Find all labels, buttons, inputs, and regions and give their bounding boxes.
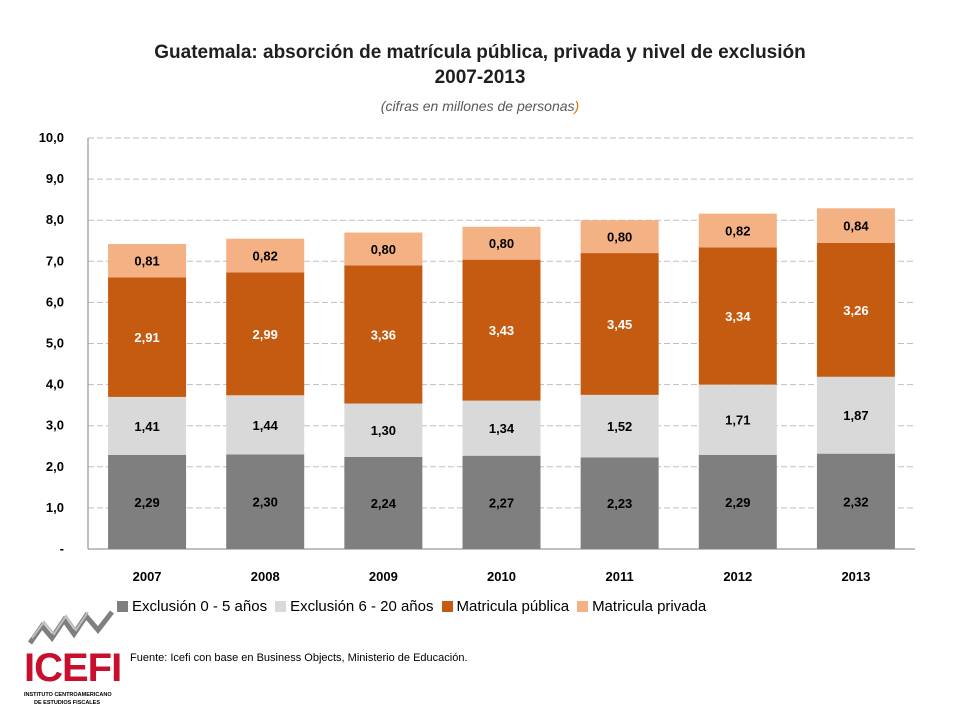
bar-segment [108,454,187,549]
bar-segment [344,403,423,457]
bar-segment [108,396,187,455]
bar-segment [344,456,423,549]
bar-segment [226,272,305,396]
chart-title-years: 2007-2013 [434,67,526,88]
icefi-logo [27,610,114,645]
data-label: 1,44 [253,418,279,433]
x-tick-label: 2007 [133,569,162,584]
bar-segment [580,220,659,254]
legend-swatch [441,601,453,612]
x-tick-label: 2011 [606,569,634,584]
chart-legend: Exclusión 0 - 5 años Exclusión 6 - 20 año… [117,598,714,615]
data-label: 1,30 [371,423,396,438]
legend-item: Exclusión 6 - 20 años [275,598,434,615]
logo-wordmark: ICEFI [24,646,122,690]
data-label: 1,41 [134,419,159,434]
bar-segment [108,277,187,397]
data-label: 2,23 [607,496,632,511]
data-label: 0,80 [371,242,396,257]
legend-swatch [275,601,287,612]
bar-segment [462,226,541,260]
data-label: 2,32 [843,494,868,509]
y-tick-label: 6,0 [46,294,64,309]
y-tick-label: - [60,541,64,556]
legend-item: Exclusión 0 - 5 años [117,598,267,615]
data-label: 1,87 [843,408,868,423]
legend-item: Matricula pública [441,598,570,615]
chart-title: Guatemala: absorción de matrícula públic… [154,42,806,63]
y-tick-label: 2,0 [46,459,64,474]
data-label: 0,82 [725,223,750,238]
chart-subtitle-text: cifras en millones de personas [385,98,575,114]
bar-segment [344,265,423,404]
data-label: 0,81 [134,254,159,269]
y-tick-label: 9,0 [46,171,64,186]
data-label: 1,71 [725,413,750,428]
x-tick-label: 2013 [841,569,870,584]
bar-segment [816,208,895,243]
x-tick-label: 2010 [487,569,516,584]
legend-item: Matricula privada [577,598,706,615]
bar-segment [698,384,777,455]
bar-segment [698,454,777,549]
x-tick-label: 2012 [723,569,752,584]
logo-subtitle-line2: DE ESTUDIOS FISCALES [34,700,101,706]
x-tick-label: 2009 [369,569,398,584]
data-label: 2,29 [725,495,750,510]
chart-subtitle: (cifras en millones de personas) [380,98,580,114]
data-label: 1,34 [489,421,515,436]
data-label: 2,99 [253,327,278,342]
y-tick-label: 7,0 [46,253,64,268]
data-label: 3,36 [371,327,396,342]
legend-label: Matricula privada [592,598,707,615]
data-label: 0,80 [489,236,514,251]
data-label: 2,91 [134,330,159,345]
source-note: Fuente: Icefi con base en Business Objec… [130,652,468,664]
data-label: 0,80 [607,230,632,245]
bar-segment [462,455,541,549]
bar-segment [226,395,305,455]
legend-swatch [117,601,128,612]
data-label: 3,43 [489,323,514,338]
bar-segment [698,213,777,248]
y-tick-label: 10,0 [39,130,64,145]
data-label: 2,29 [134,495,159,510]
x-tick-label: 2008 [251,569,280,584]
data-label: 2,27 [489,495,514,510]
data-label: 3,45 [607,317,632,332]
y-tick-label: 8,0 [46,212,64,227]
logo-subtitle-line1: INSTITUTO CENTROAMERICANO [24,692,112,698]
bar-segment [226,238,305,273]
data-label: 3,34 [725,309,751,324]
bar-segment [344,232,423,266]
bar-segment [698,247,777,385]
bar-segment [580,457,659,549]
bar-segment [580,394,659,458]
bar-segment [462,259,541,401]
bar-segment [462,400,541,456]
legend-label: Exclusión 0 - 5 años [132,598,268,615]
bar-segment [816,242,895,377]
bar-segment [226,454,305,549]
bar-segment [108,244,187,278]
y-tick-label: 3,0 [46,418,64,433]
data-label: 0,82 [253,249,278,264]
bar-segment [580,253,659,395]
legend-label: Exclusión 6 - 20 años [290,598,434,615]
y-tick-label: 1,0 [46,500,64,515]
bar-segment [816,453,895,549]
data-label: 2,24 [371,496,397,511]
data-label: 3,26 [843,303,868,318]
y-tick-label: 4,0 [46,377,64,392]
data-label: 0,84 [843,219,869,234]
y-tick-label: 5,0 [46,336,64,351]
legend-swatch [577,601,589,612]
data-label: 1,52 [607,419,632,434]
legend-label: Matricula pública [456,598,570,615]
data-label: 2,30 [253,495,278,510]
bar-segment [816,376,895,454]
